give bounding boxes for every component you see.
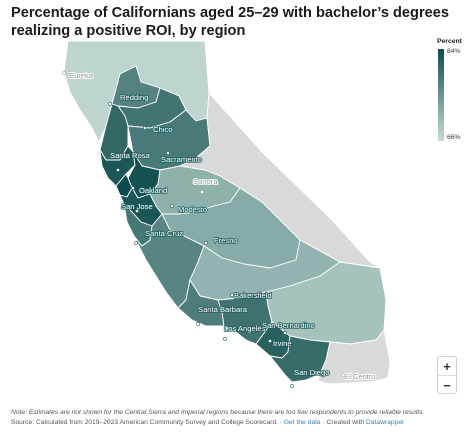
city-dot-irvine [268, 339, 272, 343]
regions-layer [63, 40, 391, 385]
city-label-sacramento: Sacramento [161, 155, 202, 164]
zoom-controls: + − [437, 356, 457, 394]
city-label-modesto: Modesto [178, 205, 207, 214]
city-dot-redding [108, 102, 112, 106]
note-text: Note: Estimates are not shown for the Ce… [11, 409, 425, 416]
city-label-sonora: Sonora [193, 177, 218, 186]
city-dot-santa-rosa [116, 168, 120, 172]
source-text: Source: Calculated from 2019–2023 Americ… [11, 419, 284, 426]
city-label-bakersfield: Bakersfield [234, 291, 272, 300]
city-dot-sacramento [166, 151, 170, 155]
city-label-fresno: Fresno [214, 236, 238, 245]
city-label-san-jose: San Jose [121, 202, 153, 211]
city-label-santa-barbara: Santa Barbara [198, 305, 248, 314]
city-label-irvine: Irvine [273, 339, 292, 348]
datawrapper-link[interactable]: Datawrapper [366, 419, 405, 426]
city-dot-modesto [170, 204, 174, 208]
legend-min-label: 66% [447, 134, 461, 141]
city-dot-bakersfield [230, 293, 234, 297]
city-dot-fresno [204, 241, 208, 245]
city-label-el-centro: El Centro [344, 372, 376, 381]
city-label-redding: Redding [120, 93, 148, 102]
city-label-san-bernardino: San Bernardino [262, 321, 315, 330]
get-data-link[interactable]: Get the data [283, 419, 321, 426]
cities-layer: Eureka Redding Chico Santa Rosa Sacramento Oa… [62, 70, 377, 388]
chart-title: Percentage of Californians aged 25–29 wi… [11, 5, 449, 39]
created-with-text: · Created with [320, 419, 366, 426]
source-line: Source: Calculated from 2019–2023 Americ… [11, 418, 466, 428]
city-label-santa-rosa: Santa Rosa [110, 151, 150, 160]
city-dot-sonora [200, 190, 204, 194]
city-dot-santa-cruz [134, 241, 138, 245]
city-label-oakland: Oakland [139, 186, 167, 195]
city-dot-eureka [62, 71, 66, 75]
zoom-out-button[interactable]: − [443, 377, 451, 393]
city-dot-los-angeles [223, 337, 227, 341]
city-dot-san-bernardino [283, 331, 287, 335]
footnote: Note: Estimates are not shown for the Ce… [11, 408, 466, 428]
city-dot-chico [143, 126, 147, 130]
city-dot-oakland [131, 186, 135, 190]
city-dot-el-centro [341, 373, 345, 377]
region-imperial[interactable] [317, 329, 391, 385]
city-label-san-diego: San Diego [294, 368, 329, 377]
city-dot-san-jose [135, 209, 139, 213]
city-label-santa-cruz: Santa Cruz [145, 229, 183, 238]
city-label-los-angeles: Los Angeles [224, 324, 266, 333]
city-label-eureka: Eureka [69, 71, 94, 80]
legend-gradient-bar [438, 49, 444, 141]
city-label-chico: Chico [153, 125, 172, 134]
city-dot-san-diego [290, 384, 294, 388]
city-dot-santa-barbara [196, 322, 200, 326]
zoom-in-button[interactable]: + [438, 357, 456, 376]
legend-max-label: 84% [447, 48, 461, 55]
legend-title: Percent [437, 38, 462, 45]
